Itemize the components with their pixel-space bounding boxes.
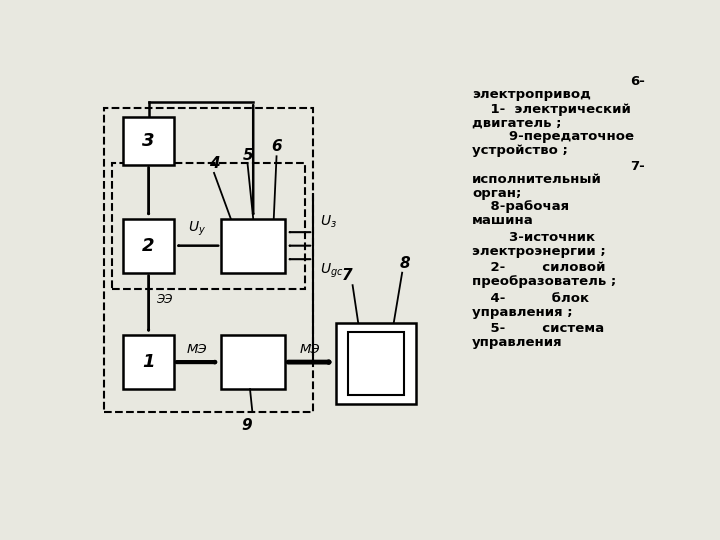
Text: $U_{gc}$: $U_{gc}$ bbox=[320, 261, 343, 280]
Bar bbox=[124, 219, 174, 273]
Bar bbox=[112, 163, 305, 289]
Text: 1: 1 bbox=[143, 353, 155, 371]
Text: 4: 4 bbox=[209, 156, 220, 171]
Text: 8-рабочая: 8-рабочая bbox=[472, 200, 570, 213]
Text: 9-передаточное: 9-передаточное bbox=[472, 131, 634, 144]
Text: электроэнергии ;: электроэнергии ; bbox=[472, 245, 606, 258]
Text: исполнительный: исполнительный bbox=[472, 173, 602, 186]
Bar bbox=[124, 335, 174, 389]
Text: 9: 9 bbox=[241, 418, 252, 433]
Text: электропривод: электропривод bbox=[472, 87, 591, 100]
Text: 6: 6 bbox=[271, 139, 282, 154]
Text: управления ;: управления ; bbox=[472, 306, 573, 319]
Text: орган;: орган; bbox=[472, 187, 521, 200]
Text: управления: управления bbox=[472, 336, 563, 349]
Text: 3-источник: 3-источник bbox=[472, 231, 595, 244]
Text: 6-: 6- bbox=[630, 75, 645, 88]
Text: преобразователь ;: преобразователь ; bbox=[472, 275, 616, 288]
Text: 4-          блок: 4- блок bbox=[472, 292, 590, 305]
Text: 1-  электрический: 1- электрический bbox=[472, 103, 631, 116]
Text: $U_y$: $U_y$ bbox=[189, 220, 207, 238]
Text: 8: 8 bbox=[400, 255, 410, 271]
Text: двигатель ;: двигатель ; bbox=[472, 117, 562, 130]
Bar bbox=[104, 109, 313, 412]
Text: ЭЭ: ЭЭ bbox=[156, 293, 172, 306]
Text: 7: 7 bbox=[342, 268, 352, 283]
Text: МЭ: МЭ bbox=[300, 343, 320, 356]
Bar bbox=[221, 219, 285, 273]
Text: 3: 3 bbox=[143, 132, 155, 150]
Text: МЭ: МЭ bbox=[187, 343, 208, 356]
Bar bbox=[336, 322, 416, 404]
Bar bbox=[221, 335, 285, 389]
Text: устройство ;: устройство ; bbox=[472, 144, 568, 157]
Text: 2-        силовой: 2- силовой bbox=[472, 261, 606, 274]
Text: машина: машина bbox=[472, 214, 534, 227]
Text: 7-: 7- bbox=[631, 160, 645, 173]
Text: $U_з$: $U_з$ bbox=[320, 214, 337, 230]
Bar bbox=[124, 117, 174, 165]
Bar bbox=[348, 332, 404, 395]
Text: 5-        система: 5- система bbox=[472, 322, 604, 335]
Text: 5: 5 bbox=[243, 147, 253, 163]
Text: 2: 2 bbox=[143, 237, 155, 255]
